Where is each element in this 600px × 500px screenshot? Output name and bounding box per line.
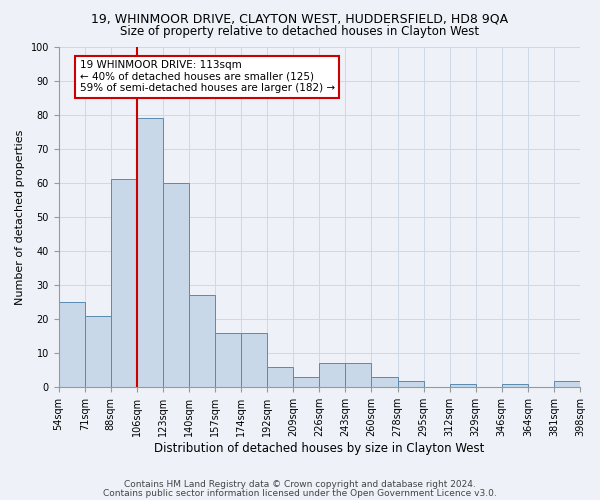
X-axis label: Distribution of detached houses by size in Clayton West: Distribution of detached houses by size … — [154, 442, 485, 455]
Bar — [85, 316, 111, 388]
Bar — [215, 333, 241, 388]
Bar — [371, 377, 398, 388]
Bar — [241, 333, 267, 388]
Bar — [267, 367, 293, 388]
Text: 19, WHINMOOR DRIVE, CLAYTON WEST, HUDDERSFIELD, HD8 9QA: 19, WHINMOOR DRIVE, CLAYTON WEST, HUDDER… — [91, 12, 509, 26]
Bar — [111, 180, 137, 388]
Bar — [346, 364, 371, 388]
Bar — [59, 302, 85, 388]
Text: Contains HM Land Registry data © Crown copyright and database right 2024.: Contains HM Land Registry data © Crown c… — [124, 480, 476, 489]
Bar — [189, 296, 215, 388]
Bar — [502, 384, 528, 388]
Bar — [554, 380, 580, 388]
Bar — [319, 364, 346, 388]
Text: Contains public sector information licensed under the Open Government Licence v3: Contains public sector information licen… — [103, 489, 497, 498]
Bar — [163, 183, 189, 388]
Text: 19 WHINMOOR DRIVE: 113sqm
← 40% of detached houses are smaller (125)
59% of semi: 19 WHINMOOR DRIVE: 113sqm ← 40% of detac… — [80, 60, 335, 94]
Text: Size of property relative to detached houses in Clayton West: Size of property relative to detached ho… — [121, 25, 479, 38]
Bar — [398, 380, 424, 388]
Bar — [449, 384, 476, 388]
Y-axis label: Number of detached properties: Number of detached properties — [15, 129, 25, 304]
Bar — [137, 118, 163, 388]
Bar — [293, 377, 319, 388]
